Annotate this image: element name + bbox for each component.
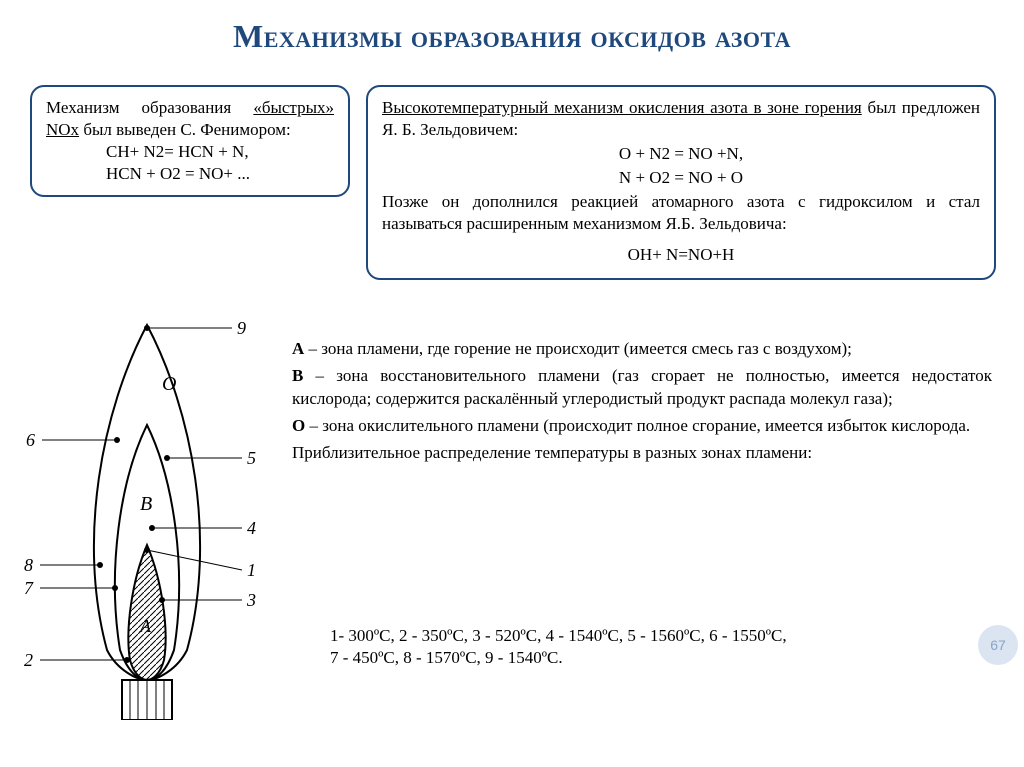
- box2-eq2: N + O2 = NO + O: [382, 167, 980, 189]
- label-B: В: [140, 493, 152, 515]
- box1-intro-a: Механизм образования: [46, 98, 253, 117]
- legend-o-b: О: [292, 416, 305, 435]
- legend-o: – зона окислительного пламени (происходи…: [305, 416, 970, 435]
- svg-text:2: 2: [24, 650, 33, 670]
- flame-diagram: О В А 9 6 5 4 8 7 1 3 2: [12, 310, 282, 720]
- legend-b-b: В: [292, 366, 303, 385]
- svg-text:5: 5: [247, 448, 256, 468]
- temps-line1: 1- 300ºС, 2 - 350ºС, 3 - 520ºС, 4 - 1540…: [330, 625, 970, 647]
- box1-eq2: HCN + O2 = NO+ ...: [46, 163, 334, 185]
- page-number-badge: 67: [978, 625, 1018, 665]
- svg-text:4: 4: [247, 518, 256, 538]
- svg-text:8: 8: [24, 555, 33, 575]
- temps-line2: 7 - 450ºС, 8 - 1570ºС, 9 - 1540ºС.: [330, 647, 970, 669]
- zone-legend: А – зона пламени, где горение не происхо…: [292, 338, 992, 469]
- box2-intro-a: Высокотемпературный механизм окисления а…: [382, 98, 862, 117]
- legend-temp-intro: Приблизительное распределение температур…: [292, 442, 992, 465]
- label-O: О: [162, 373, 176, 395]
- page-title: Механизмы образования оксидов азота: [0, 0, 1024, 65]
- temperature-list: 1- 300ºС, 2 - 350ºС, 3 - 520ºС, 4 - 1540…: [330, 625, 970, 669]
- legend-a: – зона пламени, где горение не происходи…: [304, 339, 852, 358]
- legend-a-b: А: [292, 339, 304, 358]
- svg-text:7: 7: [24, 578, 34, 598]
- svg-text:3: 3: [246, 590, 256, 610]
- svg-text:9: 9: [237, 318, 246, 338]
- legend-b: – зона восстановительного пламени (газ с…: [292, 366, 992, 408]
- svg-text:6: 6: [26, 430, 35, 450]
- label-A-fg: А: [139, 616, 152, 636]
- box-zeldovich: Высокотемпературный механизм окисления а…: [366, 85, 996, 280]
- svg-text:1: 1: [247, 560, 256, 580]
- box1-eq1: CH+ N2= HCN + N,: [46, 141, 334, 163]
- box2-eq1: O + N2 = NO +N,: [382, 143, 980, 165]
- box2-eq3: OH+ N=NO+H: [382, 244, 980, 266]
- box2-more: Позже он дополнился реакцией атомарного …: [382, 191, 980, 235]
- box-fenimore: Механизм образования «быстрых» NOx был в…: [30, 85, 350, 197]
- box1-intro-c: был выведен С. Фенимором:: [79, 120, 291, 139]
